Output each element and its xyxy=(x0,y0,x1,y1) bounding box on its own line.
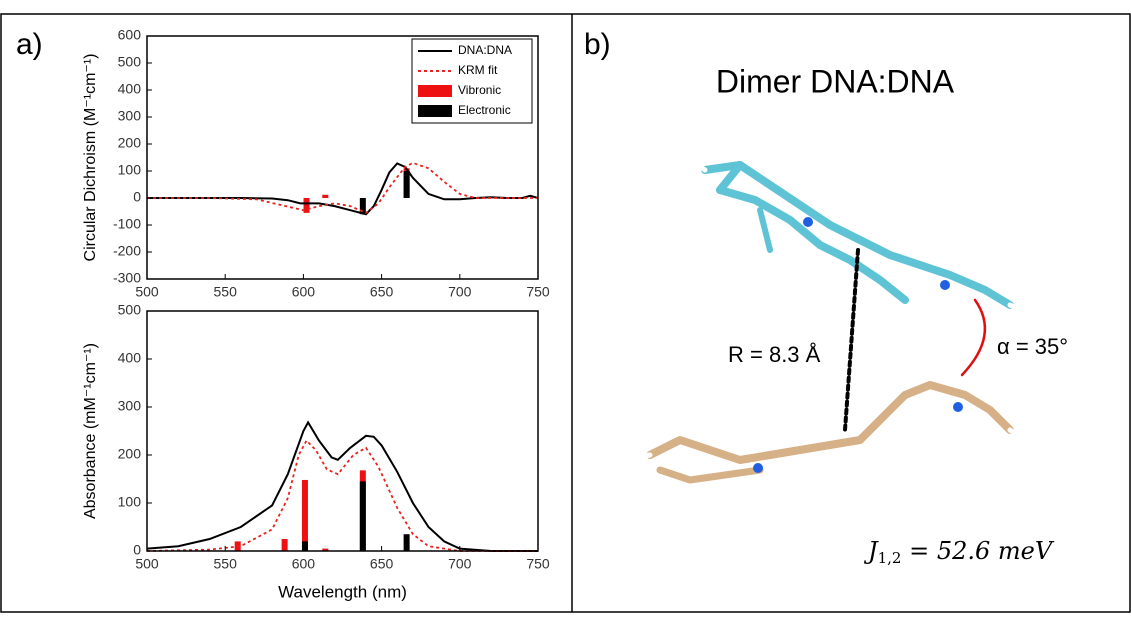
x-tick-label: 600 xyxy=(292,284,316,300)
legend-label: DNA:DNA xyxy=(458,43,512,57)
x-tick-label: 700 xyxy=(448,284,472,300)
legend-label: Vibronic xyxy=(458,83,501,97)
coupling-label: J1,2 = 52.6 meV xyxy=(863,537,1055,568)
y-tick-label: 400 xyxy=(118,81,142,97)
x-tick-label: 650 xyxy=(370,284,394,300)
y-tick-label: 100 xyxy=(118,494,142,510)
bar xyxy=(282,539,288,551)
bar xyxy=(302,480,308,551)
y-tick-label: 200 xyxy=(118,135,142,151)
coupling-value: = 52.6 meV xyxy=(901,537,1054,565)
legend-label: Electronic xyxy=(458,103,511,117)
plot-frame xyxy=(147,311,538,551)
y-tick-label: 300 xyxy=(118,108,142,124)
angle-label: α = 35° xyxy=(997,334,1068,359)
legend-swatch xyxy=(418,105,452,117)
distance-label: R = 8.3 Å xyxy=(728,342,821,367)
x-tick-label: 550 xyxy=(214,556,238,572)
x-tick-label: 500 xyxy=(135,556,159,572)
coupling-symbol: J xyxy=(863,537,879,565)
x-tick-label: 650 xyxy=(370,556,394,572)
x-tick-label: 700 xyxy=(448,556,472,572)
data-line xyxy=(147,441,538,551)
molecule xyxy=(643,154,1016,480)
y-tick-label: 200 xyxy=(118,446,142,462)
panel-label: b) xyxy=(584,28,611,61)
panel-title: Dimer DNA:DNA xyxy=(716,63,955,99)
bar xyxy=(322,195,328,198)
x-tick-label: 550 xyxy=(214,284,238,300)
x-tick-label: 600 xyxy=(292,556,316,572)
bar xyxy=(404,534,410,551)
x-tick-label: 750 xyxy=(526,284,550,300)
y-tick-label: -300 xyxy=(113,270,141,286)
bar xyxy=(404,171,410,198)
data-line xyxy=(147,163,538,213)
data-line xyxy=(147,422,538,551)
y-tick-label: 500 xyxy=(118,302,142,318)
y-tick-label: 100 xyxy=(118,162,142,178)
bar xyxy=(302,541,308,551)
legend-swatch xyxy=(418,85,452,97)
coupling-subscript: 1,2 xyxy=(878,549,902,567)
y-axis-title: Absorbance (mM⁻¹cm⁻¹) xyxy=(82,343,99,519)
y-tick-label: 300 xyxy=(118,398,142,414)
bar xyxy=(360,481,366,551)
x-tick-label: 750 xyxy=(526,556,550,572)
y-tick-label: 0 xyxy=(133,189,141,205)
y-tick-label: 0 xyxy=(133,542,141,558)
x-tick-label: 500 xyxy=(135,284,159,300)
bar xyxy=(360,198,366,214)
figure: a) b) Dimer DNA:DNA R = 8.3 Å α = 35° J1… xyxy=(0,0,1131,613)
y-tick-label: 500 xyxy=(118,54,142,70)
y-tick-label: 400 xyxy=(118,350,142,366)
x-axis-title: Wavelength (nm) xyxy=(278,582,407,601)
data-line xyxy=(147,163,538,214)
y-tick-label: -200 xyxy=(113,243,141,259)
panel-label: a) xyxy=(16,28,43,61)
y-tick-label: -100 xyxy=(113,216,141,232)
frame xyxy=(1,14,1130,612)
y-axis-title: Circular Dichroism (M⁻¹cm⁻¹) xyxy=(82,54,99,262)
legend-label: KRM fit xyxy=(458,63,498,77)
y-tick-label: 600 xyxy=(118,27,142,43)
